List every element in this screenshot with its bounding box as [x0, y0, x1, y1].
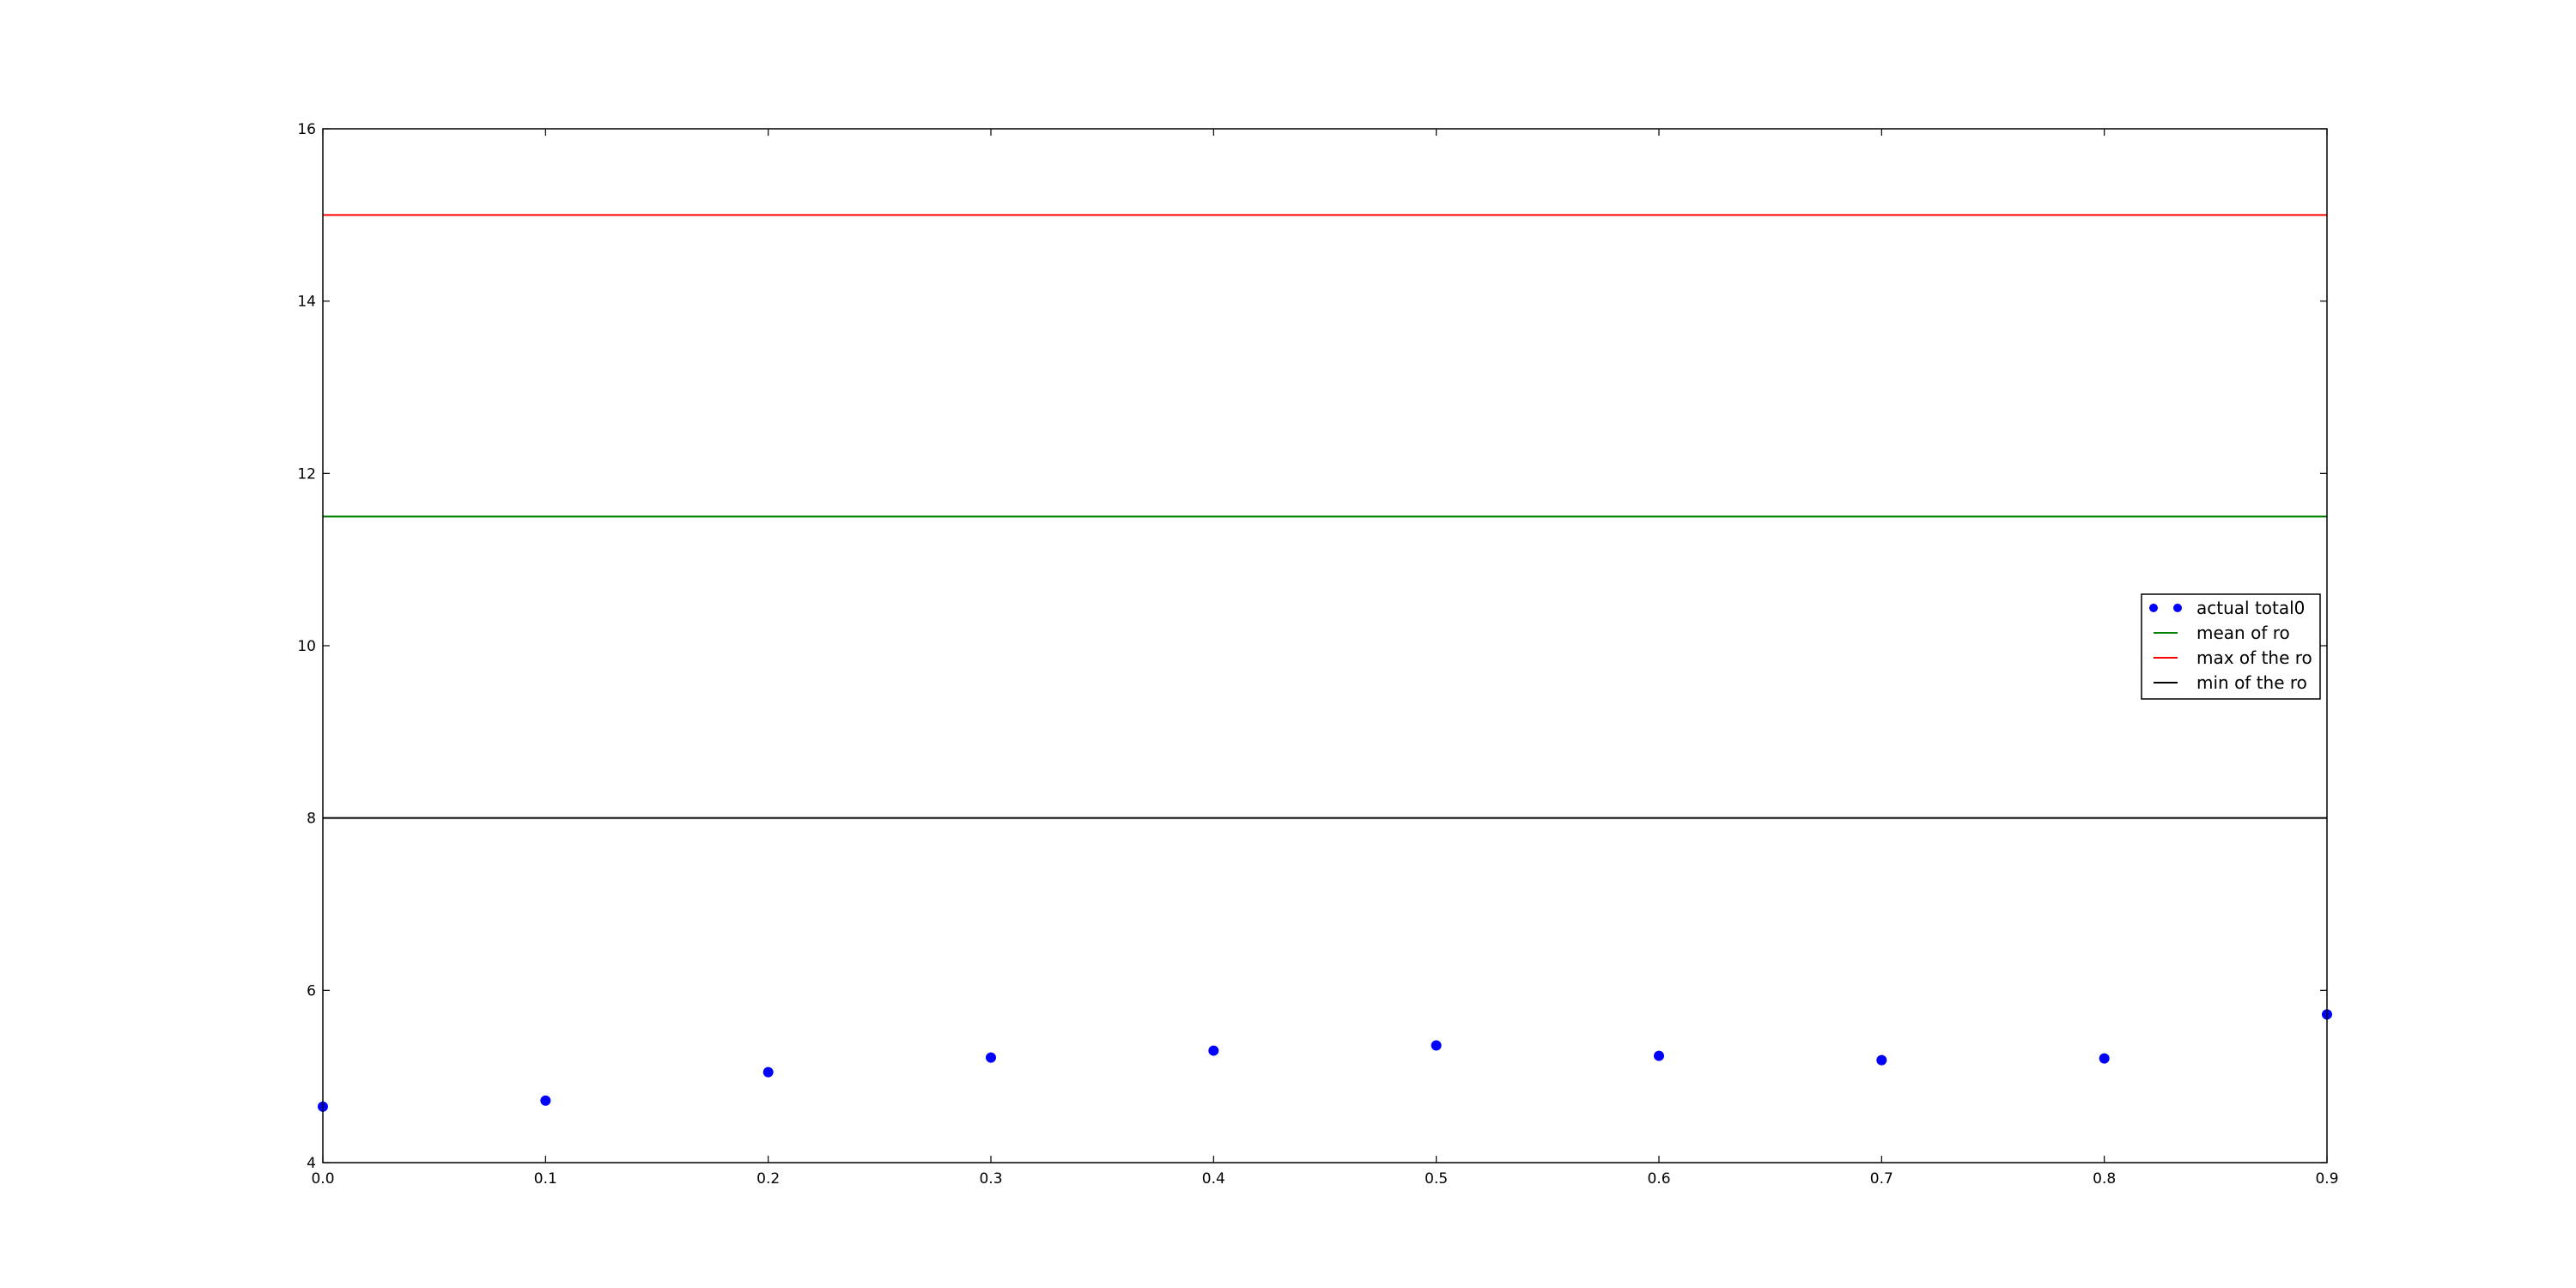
x-axis-tick-labels: 0.0 0.1 0.2 0.3 0.4 0.5 0.6 0.7 0.8 0.9 [311, 1170, 2338, 1188]
x-tick-label: 0.8 [2093, 1170, 2116, 1188]
data-point [2099, 1053, 2110, 1064]
data-points [318, 1009, 2332, 1112]
x-tick-label: 0.1 [534, 1170, 557, 1188]
legend-label: min of the ro [2196, 672, 2307, 693]
y-tick-label: 4 [307, 1155, 316, 1172]
legend-marker [2149, 604, 2158, 612]
legend: actual total0 mean of ro max of the ro min … [2141, 593, 2321, 700]
data-point [986, 1052, 996, 1063]
y-tick-label: 14 [297, 294, 316, 311]
data-point [540, 1095, 551, 1106]
x-tick-label: 0.5 [1425, 1170, 1448, 1188]
legend-marker [2173, 604, 2182, 612]
legend-box [2141, 593, 2321, 700]
y-tick-label: 10 [297, 638, 316, 655]
legend-label: max of the ro [2196, 647, 2312, 668]
data-point [1208, 1045, 1219, 1056]
x-tick-label: 0.7 [1870, 1170, 1893, 1188]
data-point [762, 1066, 774, 1078]
data-point [1876, 1054, 1887, 1066]
y-axis-tick-labels: 4 6 8 10 12 14 16 [297, 121, 316, 1172]
x-tick-label: 0.9 [2315, 1170, 2338, 1188]
y-tick-label: 12 [297, 465, 316, 483]
legend-label: mean of ro [2196, 623, 2290, 643]
data-point [1431, 1040, 1442, 1051]
data-point [1654, 1050, 1664, 1061]
reference-lines [323, 214, 2327, 819]
x-tick-label: 0.6 [1647, 1170, 1670, 1188]
x-tick-label: 0.3 [979, 1170, 1002, 1188]
x-tick-label: 0.4 [1202, 1170, 1225, 1188]
legend-label: actual total0 [2196, 598, 2305, 618]
y-tick-label: 16 [297, 121, 316, 138]
axis-ticks [322, 128, 2328, 1163]
y-tick-label: 8 [307, 811, 316, 828]
x-tick-label: 0.2 [756, 1170, 780, 1188]
y-tick-label: 6 [307, 982, 316, 999]
x-tick-label: 0.0 [311, 1170, 334, 1188]
